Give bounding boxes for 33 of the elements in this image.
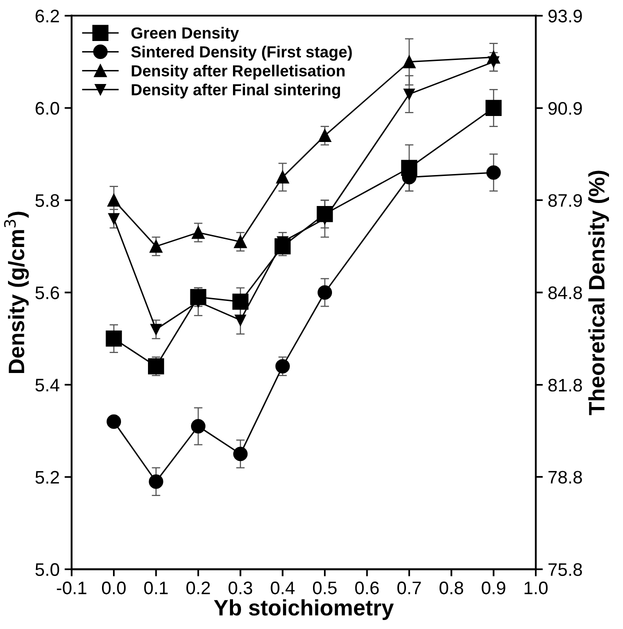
legend-label: Density after Final sintering	[132, 84, 340, 99]
x-tick-label: 0.2	[186, 582, 210, 594]
legend-label: Sintered Density (First stage)	[131, 46, 352, 61]
x-tick-label: 1.0	[524, 582, 548, 594]
legend-label: Green Density	[131, 26, 239, 42]
x-tick-label: 0.0	[102, 582, 126, 594]
y-tick-label: 6.2	[36, 10, 59, 22]
y2-tick-label: 81.8	[548, 378, 582, 392]
y-tick-label: 5.2	[35, 470, 59, 484]
x-tick-label: 0.6	[355, 582, 379, 594]
y2-axis-title: Theoretical Density (%)	[588, 170, 609, 416]
x-tick-label: 0.5	[312, 582, 337, 594]
x-tick-label: 0.9	[482, 582, 506, 594]
y2-tick-label: 75.8	[548, 563, 582, 576]
y2-tick-label: 90.9	[548, 102, 582, 115]
x-tick-label: 0.8	[440, 582, 464, 594]
y-axis-title: Density (g/cm$^{3}$)	[4, 212, 29, 373]
x-tick-label: 0.7	[397, 582, 421, 594]
x-tick-label: 0.1	[144, 582, 168, 594]
y-tick-label: 5.4	[35, 378, 60, 392]
x-tick-label: 0.4	[270, 582, 295, 594]
x-axis-title: Yb stoichiometry	[214, 599, 394, 620]
y2-tick-label: 84.8	[548, 286, 582, 300]
y2-tick-label: 87.9	[548, 194, 582, 207]
x-tick-label: -0.1	[56, 582, 86, 594]
legend-label: Density after Repelletisation	[132, 64, 345, 80]
x-tick-label: 0.3	[228, 582, 252, 594]
y2-tick-label: 78.8	[548, 470, 582, 484]
y-tick-label: 6.0	[36, 102, 60, 115]
y-tick-label: 5.6	[35, 286, 60, 300]
y2-tick-label: 93.9	[548, 10, 582, 22]
y-tick-label: 5.0	[35, 563, 60, 576]
y-tick-label: 5.8	[35, 194, 60, 207]
